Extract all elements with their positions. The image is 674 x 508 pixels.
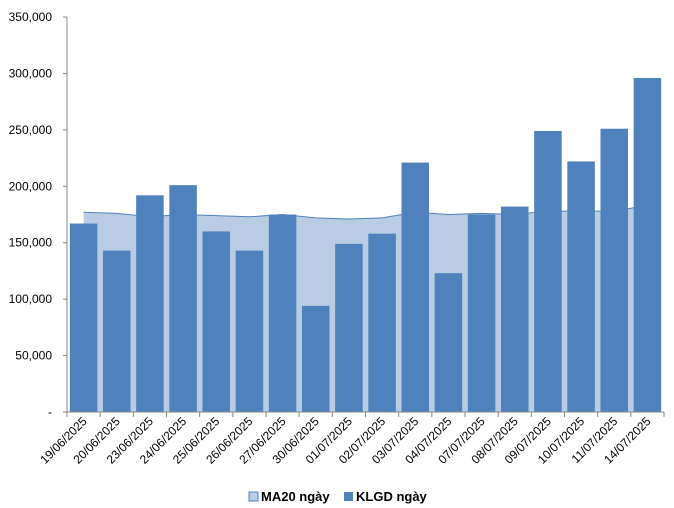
y-tick-label: 250,000 (9, 123, 53, 137)
y-tick-label: 300,000 (9, 66, 53, 80)
bar-01/07/2025 (335, 243, 363, 412)
bar-30/06/2025 (301, 305, 330, 412)
bar-24/06/2025 (169, 185, 197, 412)
y-tick-label: 50,000 (15, 349, 52, 363)
bar-07/07/2025 (467, 214, 496, 412)
klgd-bar-layer (69, 77, 662, 412)
bar-20/06/2025 (102, 250, 131, 412)
y-tick-label: 350,000 (9, 10, 53, 24)
bar-08/07/2025 (500, 206, 529, 412)
bar-04/07/2025 (434, 273, 463, 412)
legend-label-klgd: KLGD ngày (356, 489, 428, 504)
y-tick-label: 150,000 (9, 236, 53, 250)
bar-11/07/2025 (600, 128, 629, 412)
legend-swatch-ma20 (248, 491, 259, 502)
bar-14/07/2025 (633, 77, 662, 412)
bar-19/06/2025 (69, 223, 98, 412)
y-tick-label: - (48, 405, 52, 419)
ma20-area (83, 205, 648, 412)
y-tick-label: 200,000 (9, 179, 53, 193)
legend-label-ma20: MA20 ngày (261, 489, 330, 504)
legend-swatch-klgd (344, 492, 353, 501)
bar-10/07/2025 (567, 161, 595, 412)
legend: MA20 ngày KLGD ngày (248, 489, 428, 504)
bar-02/07/2025 (368, 233, 396, 412)
ma20-area-layer (83, 204, 648, 412)
bar-26/06/2025 (235, 250, 264, 412)
bar-27/06/2025 (268, 214, 297, 412)
bar-25/06/2025 (202, 231, 231, 412)
bar-23/06/2025 (136, 195, 164, 412)
bar-09/07/2025 (534, 130, 562, 412)
y-tick-label: 100,000 (9, 292, 53, 306)
bar-03/07/2025 (401, 162, 430, 412)
